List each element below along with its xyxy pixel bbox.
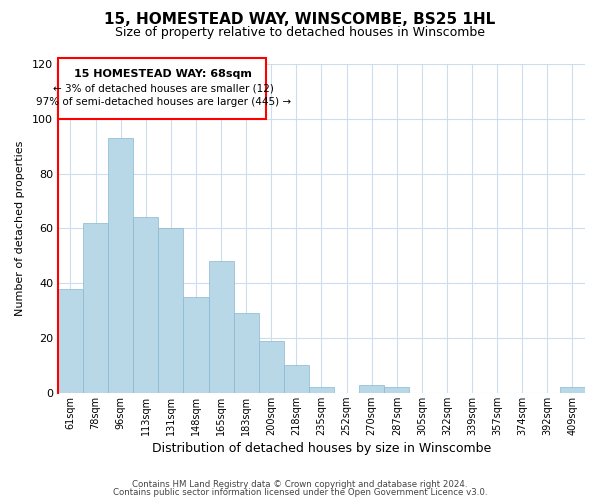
Text: ← 3% of detached houses are smaller (12): ← 3% of detached houses are smaller (12) [53, 83, 274, 93]
Bar [233, 314, 259, 393]
Bar [184, 297, 209, 393]
Bar [58, 58, 266, 118]
X-axis label: Distribution of detached houses by size in Winscombe: Distribution of detached houses by size … [152, 442, 491, 455]
Bar [209, 261, 233, 393]
Bar [83, 223, 108, 393]
Bar [384, 388, 409, 393]
Text: Contains public sector information licensed under the Open Government Licence v3: Contains public sector information licen… [113, 488, 487, 497]
Bar [58, 288, 83, 393]
Bar [259, 340, 284, 393]
Bar [133, 218, 158, 393]
Bar [560, 388, 585, 393]
Text: Contains HM Land Registry data © Crown copyright and database right 2024.: Contains HM Land Registry data © Crown c… [132, 480, 468, 489]
Text: 97% of semi-detached houses are larger (445) →: 97% of semi-detached houses are larger (… [36, 97, 291, 107]
Y-axis label: Number of detached properties: Number of detached properties [15, 140, 25, 316]
Bar [309, 388, 334, 393]
Text: 15, HOMESTEAD WAY, WINSCOMBE, BS25 1HL: 15, HOMESTEAD WAY, WINSCOMBE, BS25 1HL [104, 12, 496, 28]
Bar [359, 384, 384, 393]
Text: 15 HOMESTEAD WAY: 68sqm: 15 HOMESTEAD WAY: 68sqm [74, 70, 252, 80]
Text: Size of property relative to detached houses in Winscombe: Size of property relative to detached ho… [115, 26, 485, 39]
Bar [158, 228, 184, 393]
Bar [284, 366, 309, 393]
Bar [108, 138, 133, 393]
